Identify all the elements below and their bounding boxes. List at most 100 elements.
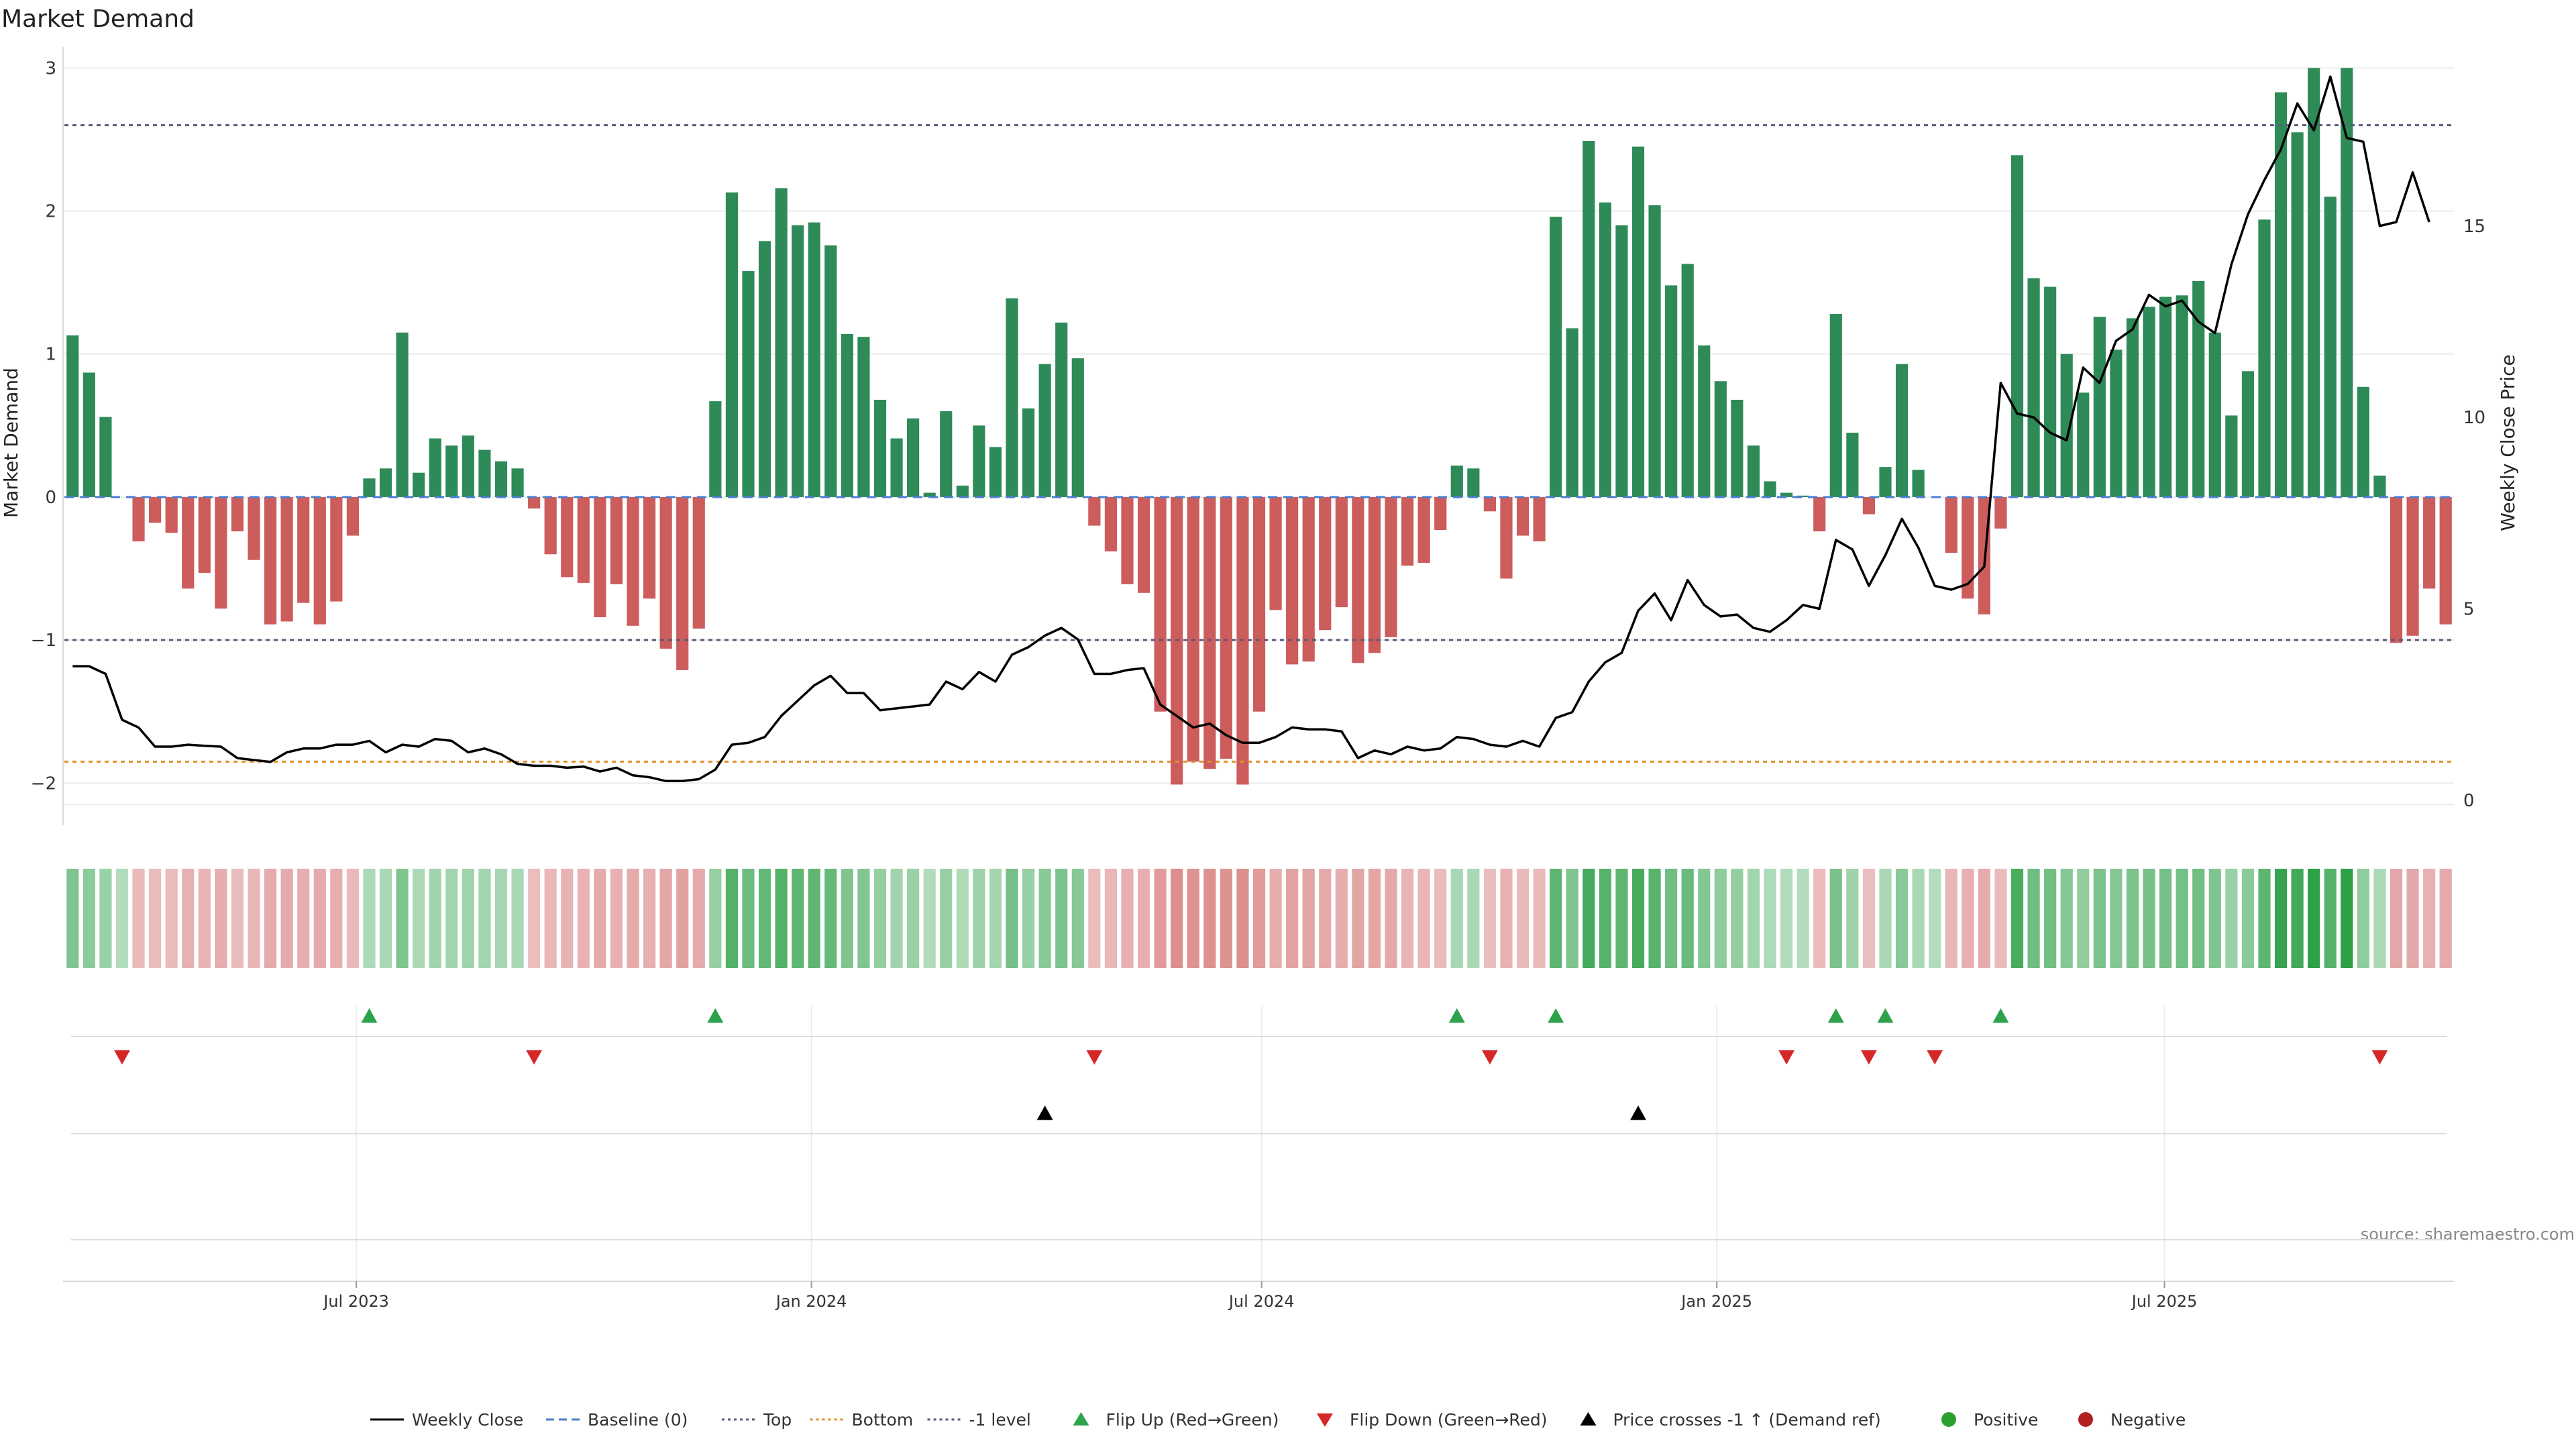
heat-cell [1582, 869, 1595, 968]
heat-cell [2044, 869, 2057, 968]
x-tick-label: Jan 2024 [775, 1292, 847, 1311]
heat-cell [330, 869, 343, 968]
heat-cell [792, 869, 804, 968]
heat-cell [297, 869, 310, 968]
demand-bar-positive [2010, 155, 2024, 497]
demand-bar-negative [1187, 496, 1199, 762]
weekly-close-line [72, 75, 2430, 783]
heat-cell [742, 869, 755, 968]
demand-bar-positive [956, 485, 969, 497]
heat-cell [1450, 869, 1463, 968]
legend-item: Positive [1941, 1410, 2038, 1430]
demand-bar-positive [2077, 392, 2090, 497]
demand-bar-negative [346, 496, 359, 536]
demand-bar-positive [1747, 445, 1760, 497]
heat-cell [478, 869, 491, 968]
price-line [72, 75, 2430, 783]
y-tick-label: 2 [45, 202, 56, 222]
demand-bar-negative [198, 496, 211, 573]
demand-bar-positive [1648, 205, 1661, 497]
heat-cell [1714, 869, 1727, 968]
heat-cell [1154, 869, 1167, 968]
legend-swatch [1073, 1412, 1089, 1426]
demand-bar-negative [280, 496, 293, 622]
heat-cell [1203, 869, 1216, 968]
y2-axis-label: Weekly Close Price [2497, 354, 2519, 531]
demand-bar-negative [1319, 496, 1332, 631]
price-cross-marker [1036, 1106, 1053, 1120]
demand-bar-negative [2423, 496, 2436, 589]
legend-item: Negative [2078, 1410, 2186, 1430]
demand-bar-positive [1631, 146, 1645, 497]
heat-cell [676, 869, 689, 968]
flip-up-marker [1827, 1008, 1844, 1023]
legend-swatch [2078, 1412, 2093, 1427]
heat-cell [99, 869, 112, 968]
demand-bar-positive [1582, 141, 1595, 497]
demand-bar-positive [2093, 317, 2106, 497]
demand-bar-positive [973, 425, 985, 497]
heat-cell [346, 869, 359, 968]
demand-bar-negative [561, 496, 574, 578]
demand-bar-positive [2208, 332, 2221, 497]
legend-swatch [1317, 1413, 1333, 1427]
heat-cell [594, 869, 606, 968]
heat-cell [1137, 869, 1150, 968]
demand-bar-negative [528, 496, 541, 508]
demand-bar-negative [248, 496, 260, 560]
demand-bar-positive [709, 401, 722, 497]
legend-item: Bottom [810, 1410, 913, 1430]
legend-item: -1 level [927, 1410, 1031, 1430]
demand-bar-positive [2060, 354, 2073, 497]
demand-bar-positive [379, 468, 392, 497]
demand-bar-negative [692, 496, 705, 629]
heat-cell [396, 869, 409, 968]
heat-cell [165, 869, 178, 968]
heat-cell [2439, 869, 2452, 968]
flip-down-marker [2371, 1050, 2388, 1065]
heat-cell [577, 869, 590, 968]
heat-cell [511, 869, 524, 968]
demand-bar-negative [1385, 496, 1397, 637]
demand-bar-positive [1698, 345, 1711, 497]
heat-cell [429, 869, 441, 968]
heat-cell [1846, 869, 1859, 968]
heat-cell [544, 869, 557, 968]
heat-cell [1401, 869, 1414, 968]
demand-bar-positive [1912, 470, 1925, 497]
demand-bar-positive [742, 271, 755, 497]
flip-up-marker [1877, 1008, 1894, 1023]
heat-cell [2274, 869, 2288, 968]
heat-cell [1813, 869, 1826, 968]
y-tick-label: 0 [45, 488, 56, 508]
demand-bar-positive [940, 411, 953, 497]
demand-bar-negative [1533, 496, 1546, 542]
heat-cell [857, 869, 870, 968]
demand-bar-positive [1731, 399, 1743, 497]
demand-bar-positive [363, 478, 376, 497]
heat-cell [1006, 869, 1018, 968]
demand-bar-positive [478, 449, 491, 497]
flip-down-marker [1481, 1050, 1498, 1065]
reference-lines [64, 124, 2454, 763]
demand-bar-negative [1368, 496, 1381, 653]
demand-bar-negative [594, 496, 606, 618]
heat-cell [2159, 869, 2172, 968]
heat-cell [1417, 869, 1430, 968]
demand-bar-positive [66, 335, 79, 497]
heat-cell [2192, 869, 2205, 968]
heat-cell [2341, 869, 2353, 968]
demand-bar-positive [1780, 492, 1793, 497]
demand-bar-negative [1417, 496, 1430, 564]
heat-cell [2390, 869, 2403, 968]
demand-bar-positive [396, 332, 409, 497]
demand-bar-negative [1352, 496, 1364, 663]
demand-bar-positive [2143, 307, 2155, 497]
legend-swatch [1941, 1412, 1956, 1427]
demand-bar-negative [676, 496, 689, 670]
y-tick-label: −1 [31, 631, 56, 651]
legend-label: Positive [1974, 1410, 2038, 1430]
heat-cell [973, 869, 985, 968]
heat-cell [379, 869, 392, 968]
demand-bar-negative [544, 496, 557, 555]
